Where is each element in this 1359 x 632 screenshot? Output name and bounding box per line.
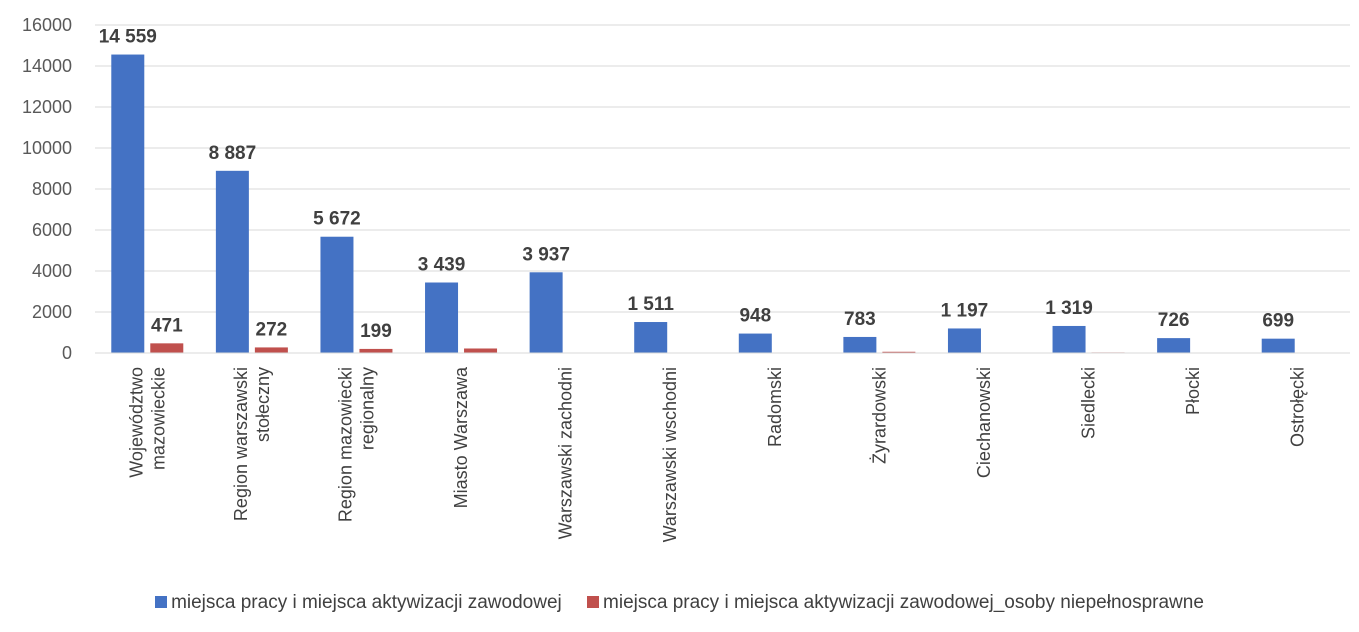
- y-tick-label: 4000: [32, 261, 72, 281]
- bar-series-1: [1052, 325, 1086, 353]
- bar-series-1: [111, 54, 145, 354]
- y-tick-label: 6000: [32, 220, 72, 240]
- data-label-series-1: 1 319: [1045, 298, 1093, 319]
- category-label: Region mazowiecki: [335, 367, 355, 522]
- category-label: Radomski: [765, 367, 785, 447]
- category-label: regionalny: [357, 367, 377, 450]
- category-label: Region warszawski: [231, 367, 251, 521]
- legend: miejsca pracy i miejsca aktywizacji zawo…: [0, 592, 1359, 614]
- category-label: Warszawski zachodni: [556, 367, 576, 539]
- legend-swatch-blue-icon: [155, 596, 168, 608]
- category-label: Ciechanowski: [974, 367, 994, 478]
- bar-series-2: [254, 347, 288, 353]
- bar-series-1: [320, 236, 354, 353]
- y-tick-label: 8000: [32, 179, 72, 199]
- legend-item-series-2: miejsca pracy i miejsca aktywizacji zawo…: [587, 592, 1204, 614]
- category-label: Warszawski wschodni: [660, 367, 680, 542]
- bar-chart: 0 2000 4000 6000 8000 10000 12000 14000 16000 14 …: [22, 15, 1350, 542]
- data-label-series-1: 948: [739, 306, 771, 327]
- category-label: Ostrołęcki: [1288, 367, 1308, 447]
- bar-series-2: [150, 343, 184, 353]
- bar-series-2: [882, 351, 916, 353]
- y-tick-label: 2000: [32, 302, 72, 322]
- data-label-series-1: 726: [1158, 310, 1190, 331]
- legend-swatch-red-icon: [587, 596, 600, 608]
- data-label-series-1: 1 197: [941, 300, 989, 321]
- bar-series-1: [843, 336, 877, 353]
- bar-series-1: [738, 333, 772, 353]
- data-label-series-1: 8 887: [209, 143, 257, 164]
- bar-series-2: [359, 348, 393, 353]
- bar-series-1: [215, 170, 249, 353]
- data-label-series-2: 272: [256, 319, 288, 340]
- data-label-series-2: 471: [151, 315, 183, 336]
- data-label-series-1: 699: [1262, 311, 1294, 332]
- data-label-series-2: 199: [360, 321, 392, 342]
- data-label-series-1: 14 559: [99, 27, 157, 48]
- data-label-series-1: 1 511: [627, 294, 674, 315]
- data-label-series-1: 3 937: [522, 244, 570, 265]
- category-label: Województwo: [126, 367, 146, 478]
- bar-series-2: [464, 348, 498, 353]
- category-label: Żyrardowski: [869, 367, 889, 464]
- legend-item-series-1: miejsca pracy i miejsca aktywizacji zawo…: [155, 592, 562, 614]
- bar-series-1: [1157, 338, 1191, 353]
- legend-label-series-2: miejsca pracy i miejsca aktywizacji zawo…: [603, 592, 1204, 613]
- category-label: Miasto Warszawa: [451, 366, 471, 508]
- bar-series-1: [529, 272, 563, 353]
- legend-label-series-1: miejsca pracy i miejsca aktywizacji zawo…: [171, 592, 562, 613]
- y-tick-label: 10000: [22, 138, 72, 158]
- bar-series-1: [947, 328, 981, 353]
- category-label: stołeczny: [253, 367, 273, 442]
- bar-series-1: [634, 322, 668, 353]
- category-label: Płocki: [1183, 367, 1203, 415]
- category-label: mazowieckie: [148, 367, 168, 470]
- data-label-series-1: 3 439: [418, 255, 466, 276]
- bar-series-1: [425, 282, 459, 353]
- y-tick-label: 12000: [22, 97, 72, 117]
- bar-series-1: [1261, 338, 1295, 353]
- y-tick-label: 14000: [22, 56, 72, 76]
- data-label-series-1: 5 672: [313, 209, 361, 230]
- y-tick-label: 16000: [22, 15, 72, 35]
- y-tick-label: 0: [62, 343, 72, 363]
- data-label-series-1: 783: [844, 309, 876, 330]
- category-label: Siedlecki: [1079, 367, 1099, 439]
